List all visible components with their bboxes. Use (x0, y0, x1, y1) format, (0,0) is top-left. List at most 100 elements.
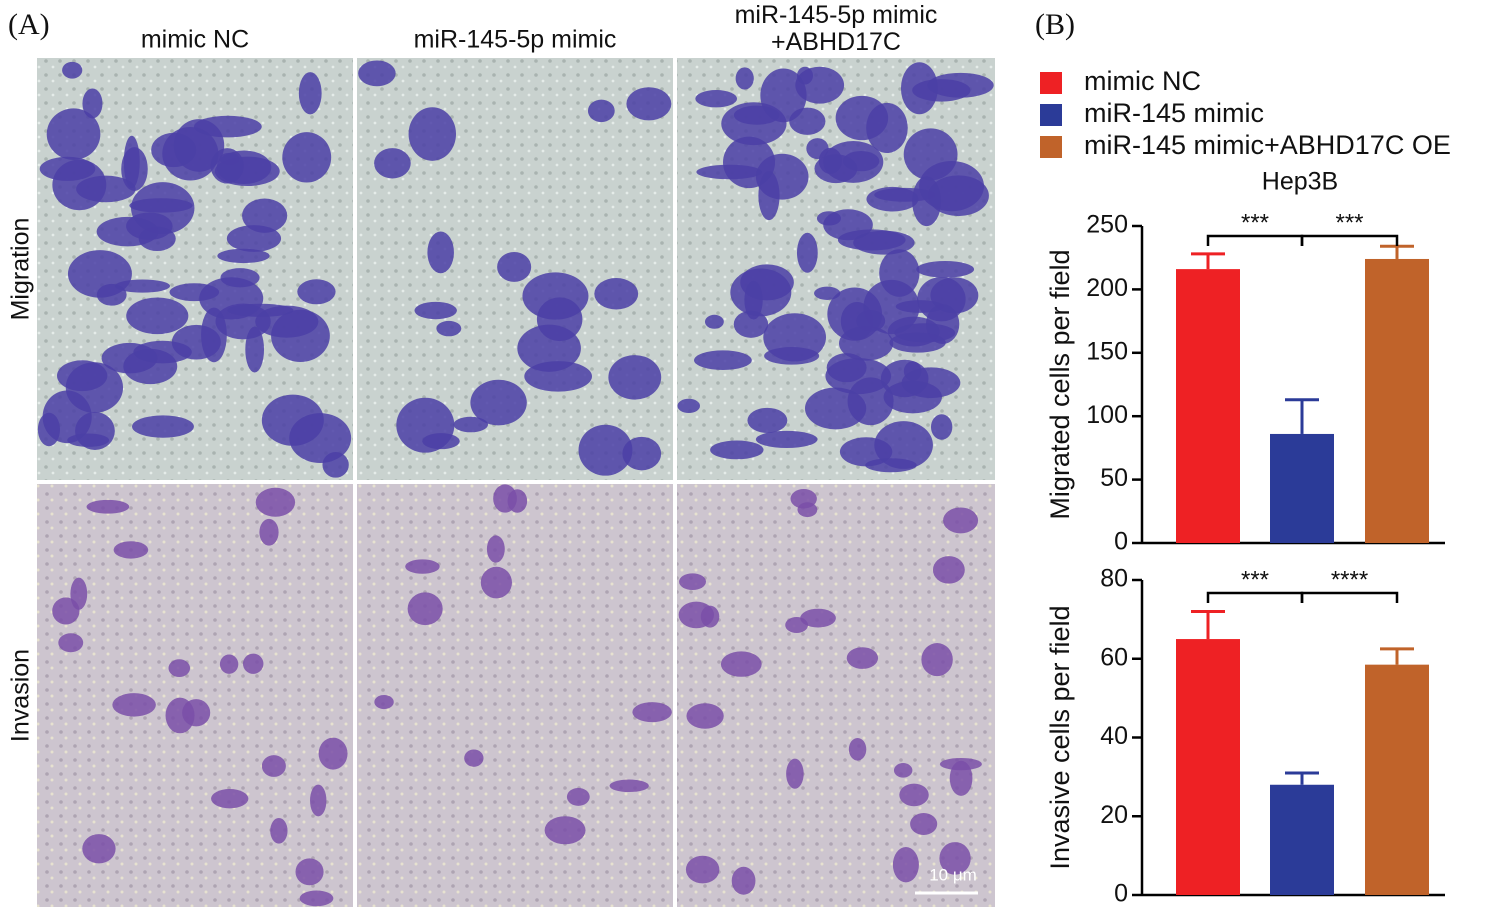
column-label: miR-145-5p mimic (414, 26, 617, 54)
cell-cluster (874, 421, 933, 469)
cell-cluster (407, 592, 443, 626)
cell-cluster (865, 458, 917, 473)
cell-cluster (132, 415, 194, 438)
cell-cluster (847, 377, 894, 426)
bar (1176, 269, 1240, 543)
significance-bracket (1206, 234, 1304, 246)
error-bar (1285, 771, 1319, 785)
cell-cluster (39, 156, 96, 181)
cell-cluster (740, 264, 794, 301)
significance-label: *** (1241, 209, 1269, 236)
y-tick-label: 200 (1086, 274, 1128, 302)
y-tick-label: 250 (1086, 211, 1128, 239)
cell-cluster (201, 307, 227, 363)
y-tick-label: 80 (1100, 565, 1128, 593)
legend-label: miR-145 mimic+ABHD17C OE (1084, 130, 1451, 160)
y-tick-label: 40 (1100, 722, 1128, 750)
cell-cluster (427, 231, 454, 274)
cell-cluster (220, 268, 260, 288)
bar (1365, 664, 1429, 895)
cell-cluster (282, 132, 332, 183)
cell-cluster (587, 99, 615, 123)
cell-cluster (622, 436, 662, 471)
cell-cluster (594, 278, 639, 310)
cell-cluster (866, 102, 908, 153)
cell-cluster (414, 301, 457, 320)
micrograph (677, 484, 995, 907)
y-axis-label: Invasive cells per field (1045, 605, 1075, 869)
column-label: mimic NC (141, 26, 249, 54)
cell-cluster (227, 303, 294, 317)
cell-cluster (405, 559, 440, 574)
cell-cluster (42, 390, 92, 444)
cell-cluster (271, 309, 330, 363)
cell-cluster (112, 693, 156, 717)
cell-cluster (374, 148, 411, 179)
cell-cluster (129, 198, 193, 213)
cell-cluster (168, 659, 191, 678)
significance-bracket (1300, 591, 1399, 603)
cell-cluster (846, 647, 879, 669)
cell-cluster (121, 147, 148, 191)
cell-cluster (96, 216, 159, 247)
cell-cluster (453, 416, 489, 433)
y-tick-label: 50 (1100, 464, 1128, 492)
error-bar (1285, 398, 1319, 434)
cell-cluster (101, 342, 158, 374)
legend-label: mimic NC (1084, 66, 1201, 96)
cell-cluster (297, 279, 336, 305)
cell-cluster (480, 566, 512, 599)
chart-title: Hep3B (1262, 168, 1338, 196)
cell-cluster (298, 72, 322, 115)
cell-cluster (255, 487, 296, 517)
cell-cluster (939, 842, 971, 875)
cell-cluster (943, 507, 979, 534)
cell-cluster (162, 126, 219, 181)
cell-cluster (626, 87, 672, 121)
y-tick-label: 100 (1086, 401, 1128, 429)
cell-cluster (893, 763, 913, 778)
legend-label: miR-145 mimic (1084, 98, 1264, 128)
cell-cluster (70, 577, 88, 610)
cell-cluster (242, 198, 288, 233)
cell-cluster (544, 816, 586, 845)
cell-cluster (299, 890, 334, 907)
cell-cluster (242, 653, 264, 674)
cell-cluster (211, 789, 249, 809)
y-tick-label: 60 (1100, 643, 1128, 671)
cell-cluster (814, 286, 841, 300)
error-bar (1191, 610, 1225, 640)
bar (1270, 784, 1334, 895)
cell-cluster (823, 140, 884, 183)
row-label: Invasion (7, 649, 35, 742)
cell-cluster (758, 171, 780, 221)
cell-cluster (921, 643, 953, 677)
error-bar (1380, 244, 1414, 259)
cell-cluster (82, 88, 103, 119)
cell-cluster (270, 817, 288, 844)
cell-cluster (493, 484, 517, 513)
cell-cluster (764, 347, 820, 365)
cell-cluster (696, 164, 763, 180)
cell-cluster (295, 858, 324, 886)
bar (1365, 258, 1429, 543)
micrographs (37, 58, 995, 907)
row-label: Migration (7, 218, 35, 321)
bar (1176, 639, 1240, 895)
cell-cluster (517, 324, 581, 372)
cell-cluster (436, 320, 462, 337)
legend-swatch (1040, 72, 1062, 94)
cell-cluster (786, 758, 804, 789)
significance-bracket (1206, 591, 1304, 603)
cell-cluster (86, 499, 130, 514)
cell-cluster (733, 310, 769, 338)
cell-cluster (408, 107, 457, 161)
panel-label: (A) (8, 8, 50, 41)
cell-cluster (889, 332, 946, 353)
cell-cluster (837, 229, 906, 251)
cell-cluster (735, 67, 754, 90)
cell-cluster (785, 617, 809, 634)
cell-cluster (57, 360, 108, 392)
cell-cluster (245, 326, 265, 373)
